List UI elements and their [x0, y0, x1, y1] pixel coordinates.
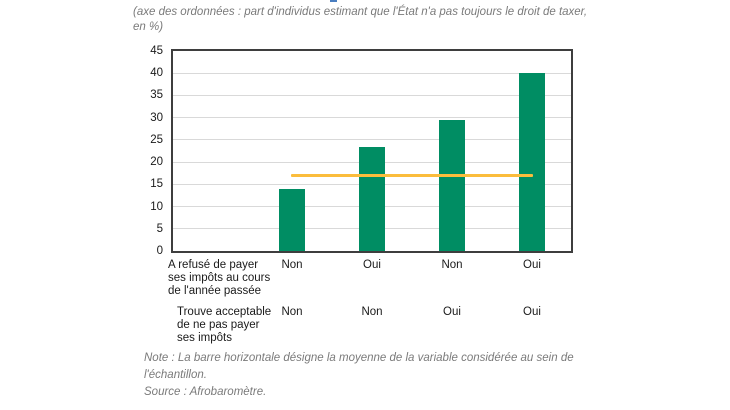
label-line: A refusé de payer — [168, 259, 259, 271]
category-row-label: A refusé de payer ses impôts au cours de… — [168, 259, 270, 298]
bar-1 — [279, 188, 305, 251]
y-tick-label: 20 — [150, 156, 163, 169]
y-tick-label: 25 — [150, 133, 163, 146]
cropped-text-artifact — [330, 0, 337, 2]
bar-2 — [359, 146, 385, 251]
gridline — [173, 117, 571, 119]
gridline — [173, 72, 571, 74]
category-value: Oui — [523, 306, 541, 318]
gridline — [173, 139, 571, 141]
y-axis-note: (axe des ordonnées : part d'individus es… — [133, 6, 588, 33]
y-tick-label: 45 — [150, 45, 163, 57]
gridline — [173, 94, 571, 96]
y-tick-label: 15 — [150, 178, 163, 191]
bar-4 — [519, 73, 545, 251]
category-value: Oui — [363, 259, 381, 271]
category-value: Non — [281, 259, 303, 271]
mean-line — [291, 173, 533, 177]
category-value: Non — [361, 306, 383, 318]
y-tick-label: 5 — [156, 222, 163, 235]
label-line: ses impôts — [177, 332, 232, 344]
y-tick-label: 40 — [150, 67, 163, 80]
figure-note: Note : La barre horizontale désigne la m… — [144, 352, 574, 381]
y-tick-label: 35 — [150, 89, 163, 102]
figure-source: Source : Afrobaromètre. — [144, 386, 267, 398]
label-line: ses impôts au cours — [168, 272, 271, 284]
bar-3 — [439, 119, 465, 251]
y-tick-label: 10 — [150, 200, 163, 213]
label-line: Trouve acceptable — [177, 306, 272, 318]
y-tick-label: 0 — [156, 245, 163, 257]
label-line: de ne pas payer — [177, 319, 260, 331]
plot-area — [171, 49, 573, 253]
category-value: Non — [281, 306, 303, 318]
label-line: de l'année passée — [168, 285, 261, 297]
y-tick-label: 30 — [150, 111, 163, 124]
category-value: Oui — [523, 259, 541, 271]
category-value: Oui — [443, 306, 461, 318]
category-row-label: Trouve acceptable de ne pas payer ses im… — [177, 306, 271, 345]
category-value: Non — [441, 259, 463, 271]
